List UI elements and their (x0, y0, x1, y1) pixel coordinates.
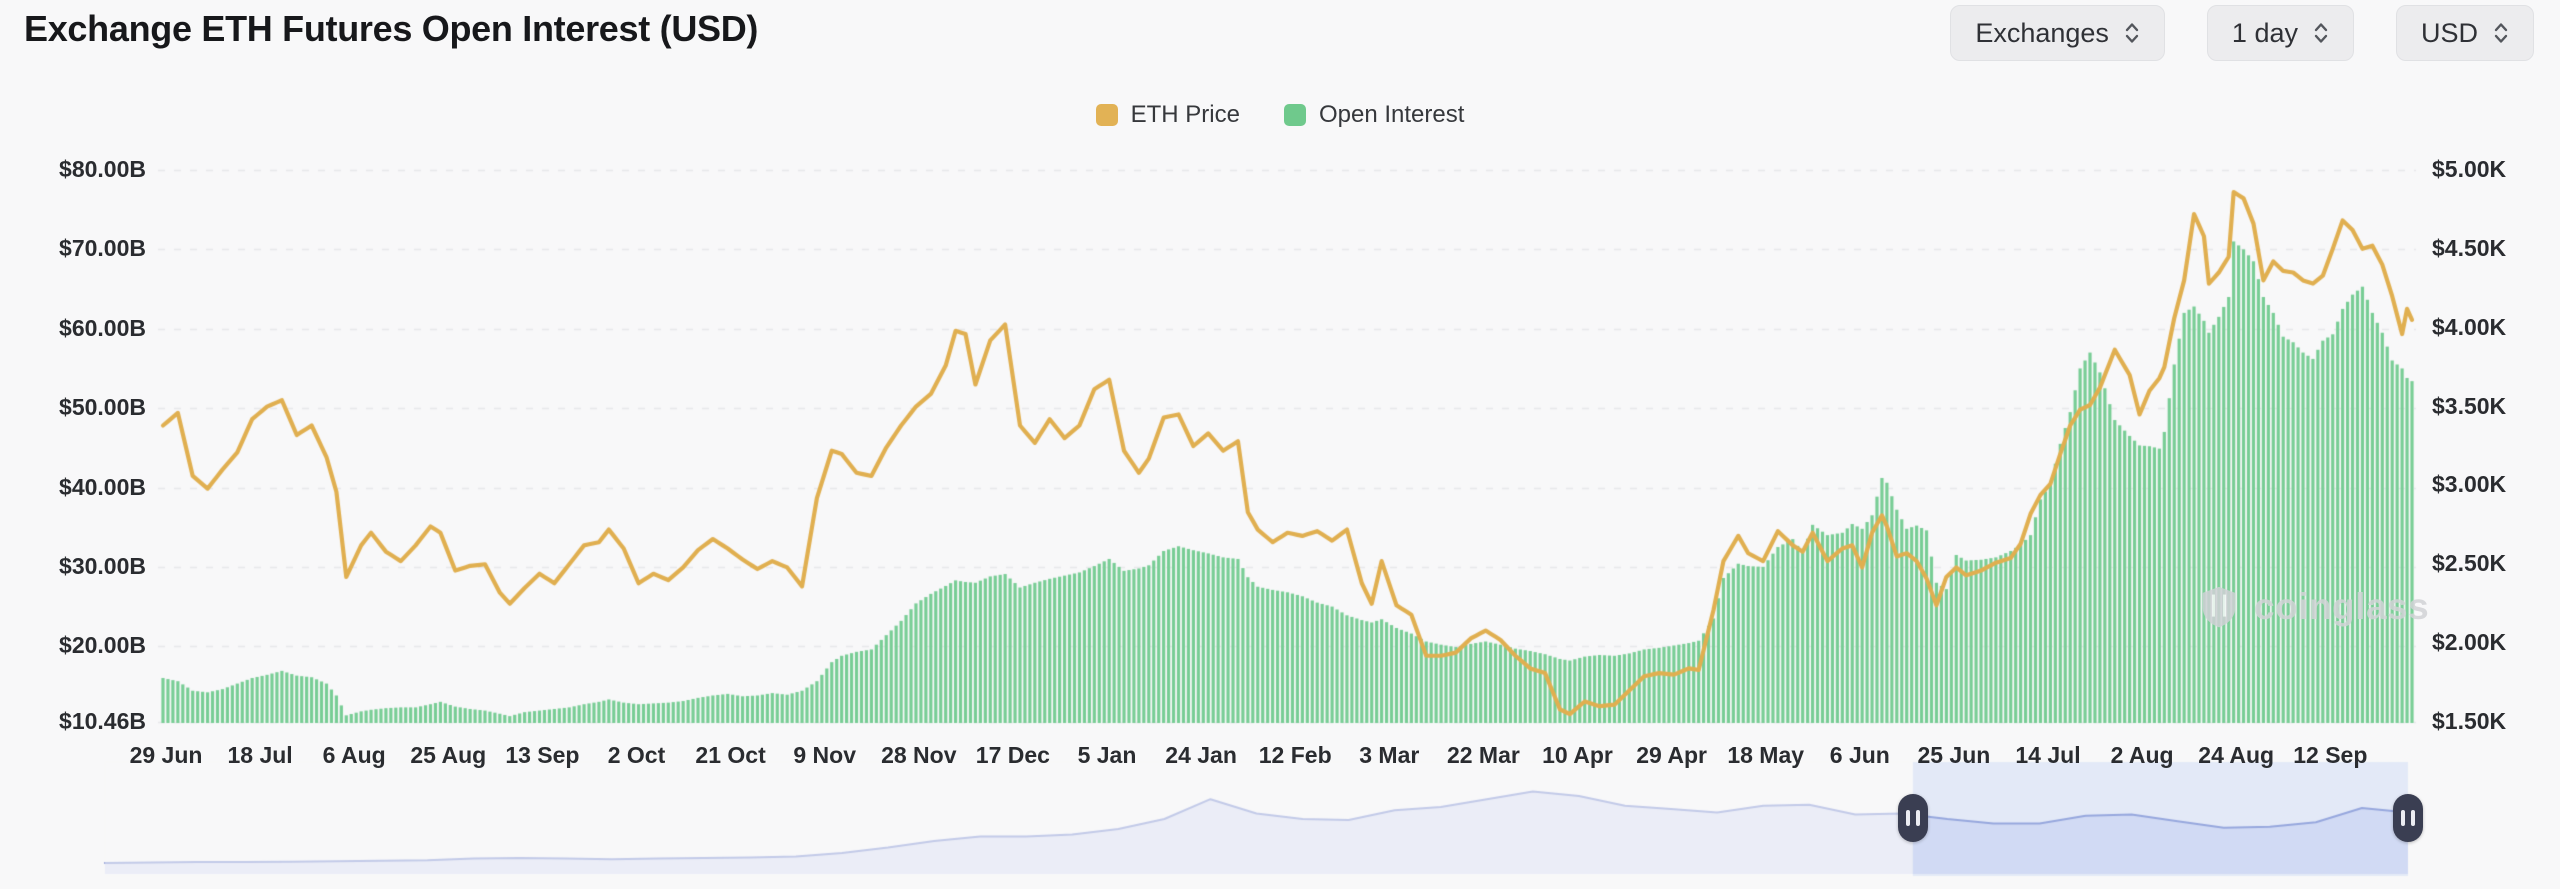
x-axis-tick: 6 Aug (322, 742, 386, 768)
x-axis-tick: 12 Feb (1258, 742, 1332, 768)
updown-chevron-icon (2125, 23, 2139, 43)
x-axis-tick: 10 Apr (1542, 742, 1613, 768)
x-axis-tick: 24 Jan (1165, 742, 1237, 768)
chart-plot-area[interactable] (158, 150, 2418, 725)
x-axis-tick: 21 Oct (695, 742, 766, 768)
x-axis-tick: 2 Aug (2110, 742, 2174, 768)
x-axis-tick: 25 Aug (410, 742, 487, 768)
pause-bar-icon (1915, 810, 1920, 826)
interval-dropdown-label: 1 day (2231, 17, 2298, 48)
x-axis-tick: 25 Jun (1917, 742, 1991, 768)
pause-bar-icon (1905, 810, 1910, 826)
y-axis-left-tick: $60.00B (59, 314, 146, 341)
y-axis-right-tick: $4.50K (2432, 234, 2507, 261)
x-axis-tick: 18 Jul (227, 742, 293, 768)
exchanges-dropdown[interactable]: Exchanges (1950, 5, 2165, 61)
x-axis-tick: 3 Mar (1359, 742, 1420, 768)
navigator-right-handle[interactable] (2393, 794, 2423, 842)
updown-chevron-icon (2494, 23, 2508, 43)
legend-item-open-interest[interactable]: Open Interest (1283, 101, 1465, 129)
y-axis-left-tick: $20.00B (59, 632, 146, 659)
navigator-brush[interactable] (105, 762, 2410, 876)
x-axis-tick: 5 Jan (1077, 742, 1137, 768)
y-axis-right-tick: $5.00K (2432, 156, 2507, 182)
x-axis-tick: 24 Aug (2198, 742, 2275, 768)
x-axis-tick: 12 Sep (2293, 742, 2368, 768)
updown-chevron-icon (2314, 23, 2328, 43)
y-axis-left-tick: $50.00B (59, 394, 146, 421)
interval-dropdown[interactable]: 1 day (2206, 5, 2354, 61)
x-axis-tick: 29 Jun (129, 742, 203, 768)
x-axis-tick: 9 Nov (793, 742, 857, 768)
y-axis-left-tick: $40.00B (59, 473, 146, 500)
currency-dropdown-label: USD (2420, 17, 2478, 48)
watermark-text: coinglass (2254, 586, 2430, 627)
watermark: coinglass (2196, 584, 2429, 630)
y-axis-left-tick: $30.00B (59, 552, 146, 579)
x-axis-tick: 14 Jul (2015, 742, 2081, 768)
x-axis-tick: 22 Mar (1446, 742, 1520, 768)
eth-price-swatch (1095, 104, 1118, 126)
y-axis-left-tick: $70.00B (59, 235, 146, 262)
x-axis-tick: 29 Apr (1636, 742, 1707, 768)
x-axis-tick: 13 Sep (505, 742, 580, 768)
navigator-left-handle[interactable] (1897, 794, 1928, 842)
pause-bar-icon (2401, 810, 2405, 826)
x-axis-tick: 17 Dec (975, 742, 1050, 768)
coinglass-logo-icon (2202, 586, 2236, 628)
y-axis-right-tick: $2.00K (2432, 629, 2507, 656)
x-axis-tick: 6 Jun (1829, 742, 1890, 768)
eth-price-legend-label: ETH Price (1130, 101, 1240, 128)
currency-dropdown[interactable]: USD (2395, 5, 2534, 61)
pause-bar-icon (2411, 810, 2415, 826)
y-axis-right-tick: $2.50K (2432, 550, 2507, 577)
open-interest-swatch (1283, 104, 1306, 126)
y-axis-left-tick: $10.46B (59, 708, 146, 734)
exchanges-dropdown-label: Exchanges (1975, 17, 2109, 48)
chart-legend: ETH Price Open Interest (0, 101, 2560, 129)
y-axis-right-tick: $1.50K (2432, 708, 2507, 734)
y-axis-right-tick: $4.00K (2432, 313, 2507, 340)
y-axis-right-tick: $3.00K (2432, 471, 2507, 498)
y-axis-left-tick: $80.00B (59, 156, 146, 182)
legend-item-eth-price[interactable]: ETH Price (1095, 101, 1240, 129)
open-interest-legend-label: Open Interest (1318, 101, 1465, 128)
page-title: Exchange ETH Futures Open Interest (USD) (24, 8, 759, 49)
x-axis-tick: 18 May (1727, 742, 1805, 768)
chart-controls: Exchanges 1 day USD (1950, 5, 2534, 61)
x-axis-tick: 2 Oct (607, 742, 666, 768)
y-axis-right-tick: $3.50K (2432, 392, 2507, 419)
x-axis-tick: 28 Nov (881, 742, 957, 768)
